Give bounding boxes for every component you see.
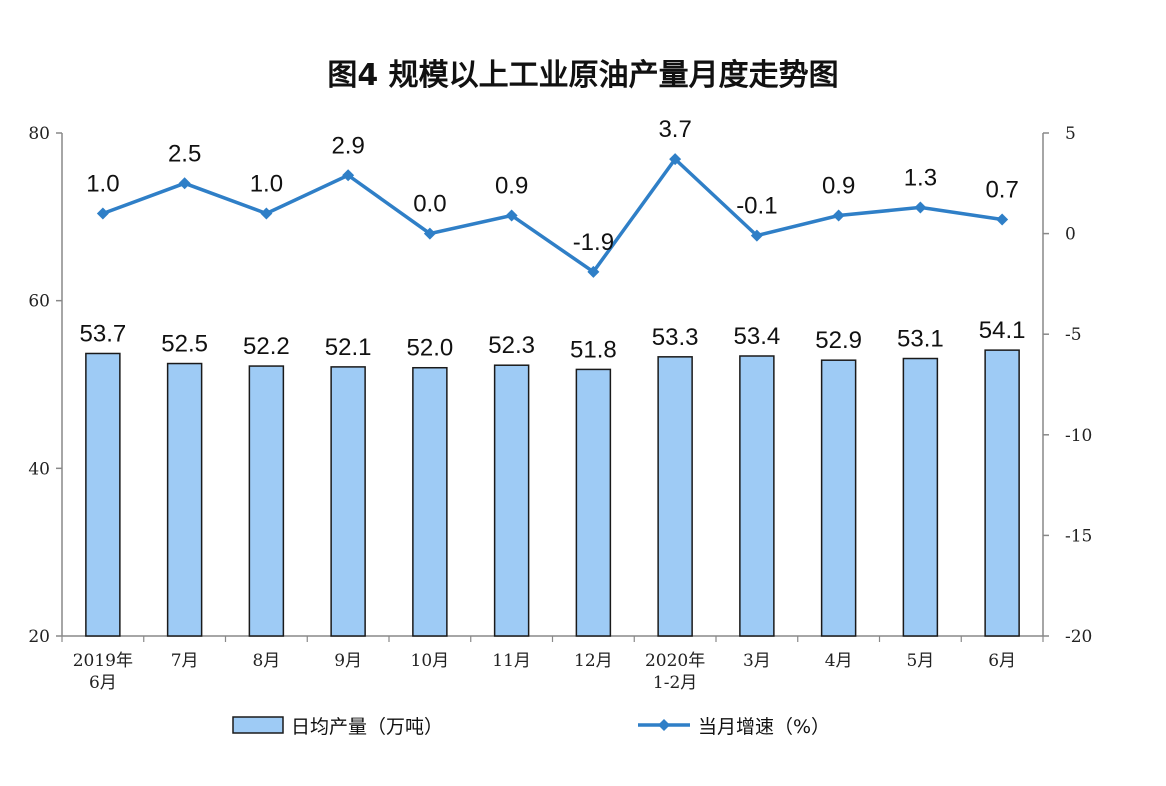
right-tick-label: -20 — [1065, 627, 1092, 647]
legend: 日均产量（万吨） 当月增速（%） — [232, 716, 830, 738]
left-tick-label: 80 — [28, 124, 50, 144]
line-point — [96, 207, 109, 220]
x-tick-label: 8月 — [252, 651, 280, 671]
x-tick-label: 12月 — [574, 651, 613, 671]
bar — [657, 356, 693, 637]
legend-bar-label: 日均产量（万吨） — [291, 716, 443, 738]
bar — [902, 357, 939, 637]
line-data-label: 0.9 — [495, 172, 528, 199]
bar — [85, 352, 121, 637]
line-point — [996, 213, 1009, 226]
legend-line-label: 当月增速（%） — [698, 716, 830, 738]
x-tick-label: 10月 — [411, 651, 450, 671]
bar — [820, 359, 857, 637]
bar-data-label: 52.3 — [488, 332, 535, 359]
line-point — [669, 153, 682, 166]
bar-data-label: 52.0 — [407, 335, 454, 362]
x-tick-label: 6月 — [89, 673, 117, 693]
bar-data-label: 53.1 — [897, 326, 944, 353]
line-data-label: 0.9 — [822, 172, 855, 199]
bar — [739, 355, 775, 637]
legend-line-marker — [658, 719, 670, 731]
bar — [493, 364, 530, 637]
bar-data-label: 52.9 — [815, 327, 862, 354]
bar — [984, 349, 1020, 637]
line-point — [260, 207, 273, 220]
right-tick-label: -15 — [1065, 526, 1092, 546]
line-point — [914, 201, 927, 214]
line-data-label: -1.9 — [573, 229, 614, 256]
line-data-label: 3.7 — [658, 116, 691, 143]
bar — [330, 366, 366, 637]
line-point — [423, 227, 436, 240]
bar — [575, 368, 612, 637]
x-tick-label: 1-2月 — [653, 673, 697, 693]
bar-data-label: 53.3 — [652, 324, 699, 351]
bar-data-label: 52.5 — [161, 331, 208, 358]
x-tick-label: 6月 — [988, 651, 1016, 671]
line-data-label: 1.0 — [86, 170, 119, 197]
line-data-label: 0.7 — [985, 177, 1018, 204]
line-series: 1.0 2.5 1.0 2.9 0.0 0.9 -1.9 3.7 -0.1 0.9 1.3 0.7 — [86, 116, 1019, 278]
bar-data-label: 53.4 — [734, 323, 781, 350]
x-tick-label: 2019年 — [73, 651, 133, 671]
bar — [248, 365, 285, 637]
line-data-label: 1.0 — [250, 170, 283, 197]
line-point — [178, 177, 191, 190]
right-tick-label: 0 — [1065, 225, 1076, 245]
growth-line — [102, 156, 1003, 275]
x-tick-label: 3月 — [743, 651, 771, 671]
line-data-label: 2.9 — [331, 132, 364, 159]
line-point — [832, 209, 845, 222]
line-point — [505, 209, 518, 222]
line-data-label: 0.0 — [413, 191, 446, 218]
x-tick-label: 4月 — [825, 651, 853, 671]
x-tick-label: 5月 — [906, 651, 934, 671]
legend-bar-swatch — [232, 716, 284, 734]
right-tick-label: -10 — [1065, 426, 1092, 446]
line-data-label: -0.1 — [736, 193, 777, 220]
x-tick-label: 7月 — [171, 651, 199, 671]
bar-data-label: 54.1 — [979, 317, 1026, 344]
x-tick-label: 9月 — [334, 651, 362, 671]
bar-data-label: 52.2 — [243, 333, 290, 360]
line-data-label: 2.5 — [168, 140, 201, 167]
line-point — [750, 229, 763, 242]
bar — [412, 366, 448, 637]
x-tick-label: 11月 — [492, 651, 531, 671]
left-tick-label: 60 — [28, 292, 50, 312]
bar-data-label: 52.1 — [325, 334, 372, 361]
x-tick-label: 2020年 — [645, 651, 705, 671]
line-point — [342, 169, 355, 182]
line-point — [587, 265, 600, 278]
bar-data-label: 53.7 — [80, 320, 127, 347]
bar — [166, 362, 203, 637]
line-data-label: 1.3 — [904, 164, 937, 191]
right-tick-label: 5 — [1065, 124, 1076, 144]
left-tick-label: 20 — [28, 627, 50, 647]
left-tick-label: 40 — [28, 459, 50, 479]
chart-title: 图4 规模以上工业原油产量月度走势图 — [327, 58, 838, 93]
bar-data-label: 51.8 — [570, 336, 617, 363]
bars-series: 53.7 52.5 52.2 52.1 52.0 52.3 51.8 53.3 53.4 52.9… — [80, 317, 1026, 637]
right-tick-label: -5 — [1065, 325, 1082, 345]
